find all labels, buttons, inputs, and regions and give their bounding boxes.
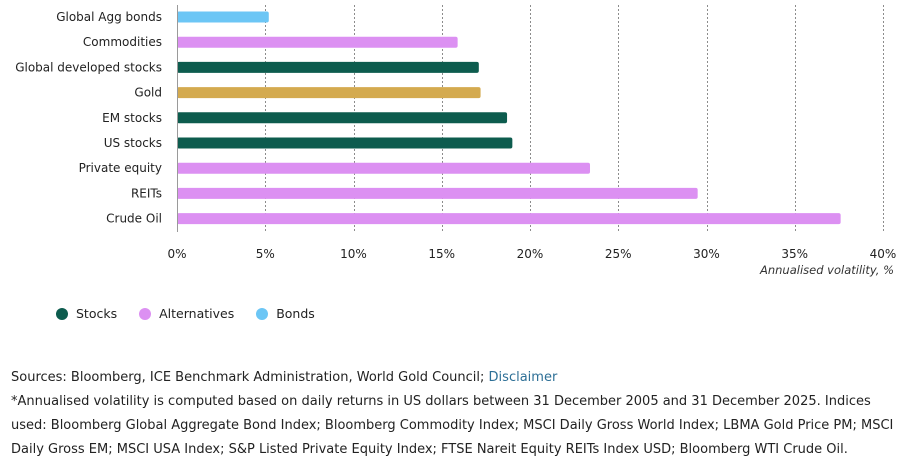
x-tick-label-20: 20% — [517, 247, 544, 261]
sources-line: Sources: Bloomberg, ICE Benchmark Admini… — [11, 366, 906, 390]
x-tick-label-15: 15% — [428, 247, 455, 261]
bar-gold[interactable] — [177, 87, 481, 99]
x-axis-title: Annualised volatility, % — [759, 263, 894, 277]
x-tick-label-35: 35% — [781, 247, 808, 261]
bar-commodities[interactable] — [177, 36, 458, 48]
volatility-bar-chart: Global Agg bonds Commodities Global develo… — [15, 5, 896, 277]
category-label-em-stocks: EM stocks — [102, 111, 162, 125]
category-label-global-developed-stocks: Global developed stocks — [15, 60, 162, 74]
category-label-us-stocks: US stocks — [104, 136, 162, 150]
category-label-commodities: Commodities — [83, 35, 162, 49]
sources-text: Sources: Bloomberg, ICE Benchmark Admini… — [11, 370, 489, 385]
legend-item-bonds[interactable]: Bonds — [256, 306, 315, 321]
category-labels: Global Agg bonds Commodities Global develo… — [15, 10, 162, 226]
legend-dot-stocks — [56, 307, 68, 320]
bar-em-stocks[interactable] — [177, 112, 508, 124]
bar-reits[interactable] — [177, 187, 698, 199]
chart-notes: Sources: Bloomberg, ICE Benchmark Admini… — [11, 366, 906, 462]
footnote: *Annualised volatility is computed based… — [11, 394, 894, 457]
bar-global-developed-stocks[interactable] — [177, 61, 479, 73]
legend-label-bonds: Bonds — [276, 306, 315, 321]
legend-item-alternatives[interactable]: Alternatives — [139, 306, 234, 321]
x-tick-label-30: 30% — [693, 247, 720, 261]
bar-crude-oil[interactable] — [177, 213, 841, 225]
x-tick-label-10: 10% — [340, 247, 367, 261]
legend-dot-alternatives — [139, 307, 152, 320]
category-label-global-agg-bonds: Global Agg bonds — [56, 10, 162, 24]
x-tick-labels: 0% 5% 10% 15% 20% 25% 30% 35% 40% — [167, 247, 896, 261]
legend: Stocks Alternatives Bonds — [56, 306, 315, 321]
category-label-private-equity: Private equity — [79, 161, 162, 175]
legend-item-stocks[interactable]: Stocks — [56, 306, 117, 321]
legend-label-stocks: Stocks — [76, 306, 118, 321]
category-label-crude-oil: Crude Oil — [106, 212, 162, 226]
category-label-reits: REITs — [131, 186, 162, 200]
legend-label-alternatives: Alternatives — [159, 306, 235, 321]
bars — [177, 11, 841, 225]
bar-private-equity[interactable] — [177, 162, 591, 174]
category-label-gold: Gold — [134, 86, 162, 100]
x-tick-label-40: 40% — [870, 247, 897, 261]
x-tick-label-25: 25% — [605, 247, 632, 261]
x-tick-label-0: 0% — [167, 247, 186, 261]
bar-global-agg-bonds[interactable] — [177, 11, 269, 23]
legend-dot-bonds — [256, 307, 269, 320]
disclaimer-link[interactable]: Disclaimer — [488, 370, 558, 385]
x-tick-label-5: 5% — [256, 247, 275, 261]
bar-us-stocks[interactable] — [177, 137, 513, 149]
